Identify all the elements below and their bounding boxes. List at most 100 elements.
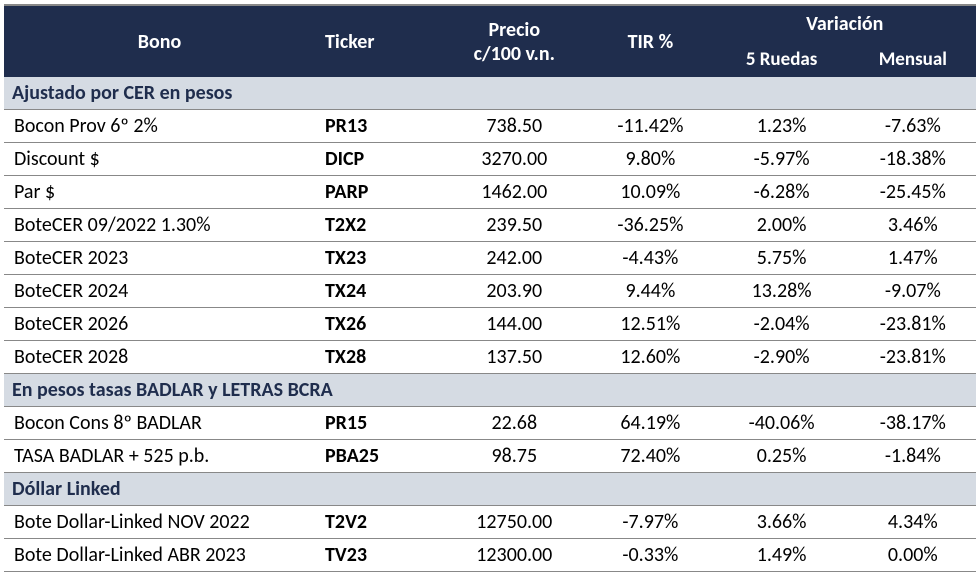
header-var-mensual: Mensual (850, 42, 976, 77)
bonds-table: Bono Ticker Precio c/100 v.n. TIR % Vari… (4, 6, 976, 572)
bond-var-5ruedas: -2.90% (714, 341, 850, 374)
bond-ticker: TX23 (315, 242, 441, 275)
header-variacion: Variación (714, 6, 976, 42)
bond-tir: -36.25% (587, 209, 713, 242)
bond-var-5ruedas: -2.04% (714, 308, 850, 341)
bond-precio: 137.50 (441, 341, 587, 374)
bond-tir: -0.33% (587, 539, 713, 572)
bond-precio: 12750.00 (441, 506, 587, 539)
table-row: TASA BADLAR + 525 p.b.PBA2598.7572.40%0.… (4, 440, 976, 473)
header-precio: Precio c/100 v.n. (441, 6, 587, 77)
section-title: Ajustado por CER en pesos (4, 77, 976, 110)
bond-ticker: TX26 (315, 308, 441, 341)
bond-precio: 1462.00 (441, 176, 587, 209)
bond-var-mensual: -9.07% (850, 275, 976, 308)
section-title: Dóllar Linked (4, 473, 976, 506)
table-row: Bocon Prov 6º 2%PR13738.50-11.42%1.23%-7… (4, 110, 976, 143)
bond-var-5ruedas: -5.97% (714, 143, 850, 176)
bond-name: Bocon Prov 6º 2% (4, 110, 315, 143)
bond-var-5ruedas: 13.28% (714, 275, 850, 308)
bond-ticker: PBA25 (315, 440, 441, 473)
bond-name: Bote Dollar-Linked NOV 2022 (4, 506, 315, 539)
bond-var-mensual: 3.46% (850, 209, 976, 242)
bond-precio: 22.68 (441, 407, 587, 440)
bond-name: Bocon Cons 8º BADLAR (4, 407, 315, 440)
table-row: BoteCER 2028TX28137.5012.60%-2.90%-23.81… (4, 341, 976, 374)
table-row: BoteCER 09/2022 1.30%T2X2239.50-36.25%2.… (4, 209, 976, 242)
bond-name: BoteCER 2026 (4, 308, 315, 341)
bond-precio: 144.00 (441, 308, 587, 341)
bond-name: Par $ (4, 176, 315, 209)
bond-name: Bote Dollar-Linked ABR 2023 (4, 539, 315, 572)
bond-var-mensual: 0.00% (850, 539, 976, 572)
bond-var-5ruedas: 1.23% (714, 110, 850, 143)
table-row: Bocon Cons 8º BADLARPR1522.6864.19%-40.0… (4, 407, 976, 440)
header-precio-line2: c/100 v.n. (451, 42, 577, 66)
bond-precio: 203.90 (441, 275, 587, 308)
table-row: Discount $DICP3270.009.80%-5.97%-18.38% (4, 143, 976, 176)
table-header: Bono Ticker Precio c/100 v.n. TIR % Vari… (4, 6, 976, 77)
bond-name: Discount $ (4, 143, 315, 176)
bond-precio: 242.00 (441, 242, 587, 275)
table-row: BoteCER 2023TX23242.00-4.43%5.75%1.47% (4, 242, 976, 275)
bond-ticker: TX24 (315, 275, 441, 308)
bond-var-5ruedas: -40.06% (714, 407, 850, 440)
bond-var-mensual: -25.45% (850, 176, 976, 209)
bond-ticker: PR13 (315, 110, 441, 143)
bond-ticker: PR15 (315, 407, 441, 440)
bond-ticker: DICP (315, 143, 441, 176)
bond-tir: -7.97% (587, 506, 713, 539)
bond-tir: 12.60% (587, 341, 713, 374)
table-body: Ajustado por CER en pesosBocon Prov 6º 2… (4, 77, 976, 572)
bond-var-mensual: 1.47% (850, 242, 976, 275)
bond-name: BoteCER 2024 (4, 275, 315, 308)
bond-tir: 10.09% (587, 176, 713, 209)
bond-precio: 3270.00 (441, 143, 587, 176)
bond-tir: 72.40% (587, 440, 713, 473)
table-row: Bote Dollar-Linked NOV 2022T2V212750.00-… (4, 506, 976, 539)
bond-ticker: TX28 (315, 341, 441, 374)
bond-precio: 98.75 (441, 440, 587, 473)
bond-ticker: TV23 (315, 539, 441, 572)
header-precio-line1: Precio (451, 18, 577, 42)
bond-var-mensual: -23.81% (850, 308, 976, 341)
section-header-row: Ajustado por CER en pesos (4, 77, 976, 110)
bond-name: BoteCER 2028 (4, 341, 315, 374)
header-ticker: Ticker (315, 6, 441, 77)
bond-var-mensual: 4.34% (850, 506, 976, 539)
table-row: BoteCER 2024TX24203.909.44%13.28%-9.07% (4, 275, 976, 308)
bond-tir: 9.80% (587, 143, 713, 176)
bond-name: BoteCER 2023 (4, 242, 315, 275)
bond-var-mensual: -23.81% (850, 341, 976, 374)
bond-precio: 12300.00 (441, 539, 587, 572)
bond-tir: 64.19% (587, 407, 713, 440)
section-title: En pesos tasas BADLAR y LETRAS BCRA (4, 374, 976, 407)
bonds-table-container: Bono Ticker Precio c/100 v.n. TIR % Vari… (4, 4, 976, 572)
bond-var-mensual: -18.38% (850, 143, 976, 176)
bond-name: TASA BADLAR + 525 p.b. (4, 440, 315, 473)
header-bono: Bono (4, 6, 315, 77)
bond-var-mensual: -1.84% (850, 440, 976, 473)
bond-ticker: T2V2 (315, 506, 441, 539)
bond-var-5ruedas: -6.28% (714, 176, 850, 209)
bond-tir: -4.43% (587, 242, 713, 275)
bond-var-5ruedas: 0.25% (714, 440, 850, 473)
section-header-row: Dóllar Linked (4, 473, 976, 506)
bond-var-mensual: -38.17% (850, 407, 976, 440)
bond-var-5ruedas: 3.66% (714, 506, 850, 539)
bond-tir: 12.51% (587, 308, 713, 341)
bond-var-5ruedas: 1.49% (714, 539, 850, 572)
bond-var-mensual: -7.63% (850, 110, 976, 143)
bond-name: BoteCER 09/2022 1.30% (4, 209, 315, 242)
bond-precio: 738.50 (441, 110, 587, 143)
section-header-row: En pesos tasas BADLAR y LETRAS BCRA (4, 374, 976, 407)
table-row: Bote Dollar-Linked ABR 2023TV2312300.00-… (4, 539, 976, 572)
table-row: Par $PARP1462.0010.09%-6.28%-25.45% (4, 176, 976, 209)
bond-ticker: T2X2 (315, 209, 441, 242)
bond-var-5ruedas: 2.00% (714, 209, 850, 242)
bond-var-5ruedas: 5.75% (714, 242, 850, 275)
bond-tir: -11.42% (587, 110, 713, 143)
header-var-5ruedas: 5 Ruedas (714, 42, 850, 77)
bond-precio: 239.50 (441, 209, 587, 242)
bond-ticker: PARP (315, 176, 441, 209)
